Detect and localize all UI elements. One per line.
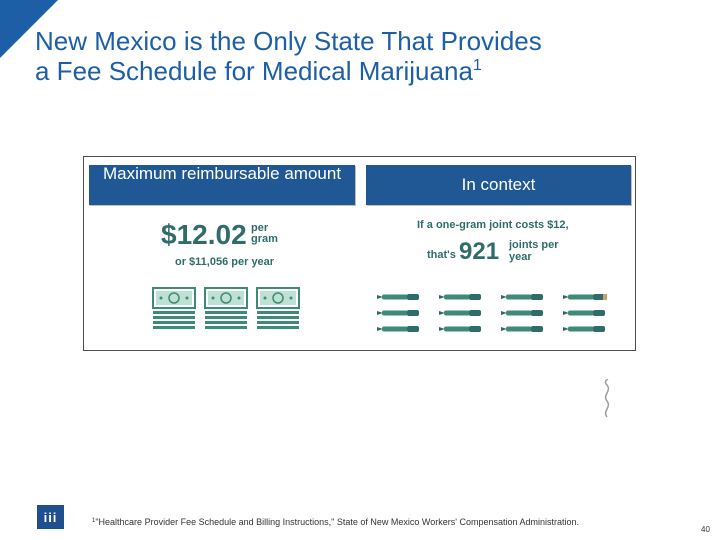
money-bill-icon bbox=[204, 287, 248, 331]
price-per-gram: $12.02 bbox=[161, 219, 247, 250]
max-reimbursable-header: Maximum reimbursable amount bbox=[89, 165, 355, 205]
joint-icon bbox=[377, 321, 421, 332]
title-line-1: New Mexico is the Only State That Provid… bbox=[35, 26, 542, 56]
company-logo: iii bbox=[37, 505, 64, 529]
joints-count: 921 bbox=[459, 238, 500, 265]
joints-unit: joints per year bbox=[509, 239, 559, 263]
joint-icon bbox=[563, 321, 607, 332]
joint-icon bbox=[563, 305, 607, 316]
joint-icon bbox=[501, 321, 545, 332]
joint-icon bbox=[501, 305, 545, 316]
context-thats: that's bbox=[427, 249, 456, 261]
corner-accent bbox=[0, 0, 58, 58]
money-bill-icon bbox=[256, 287, 300, 331]
slide-title: New Mexico is the Only State That Provid… bbox=[35, 26, 695, 86]
joint-icon bbox=[439, 305, 483, 316]
smoke-icon bbox=[604, 379, 610, 418]
title-line-2-text: a Fee Schedule for Medical Marijuana bbox=[35, 56, 473, 86]
joint-icon bbox=[439, 321, 483, 332]
in-context-header: In context bbox=[366, 165, 631, 205]
infographic: Maximum reimbursable amount In context $… bbox=[83, 156, 636, 418]
page-number: 40 bbox=[701, 525, 710, 534]
money-bill-icon bbox=[152, 287, 196, 331]
title-line-2: a Fee Schedule for Medical Marijuana1 bbox=[35, 56, 695, 86]
footnote-ref: 1 bbox=[92, 518, 96, 524]
footnote: 1"Healthcare Provider Fee Schedule and B… bbox=[92, 517, 579, 527]
price-unit: per gram bbox=[251, 222, 278, 245]
annual-amount: or $11,056 per year bbox=[175, 256, 275, 268]
joint-icon bbox=[501, 289, 545, 300]
context-line: If a one-gram joint costs $12, bbox=[417, 219, 569, 231]
title-footnote-ref: 1 bbox=[472, 57, 482, 74]
joint-icon bbox=[377, 305, 421, 316]
joint-icon bbox=[439, 289, 483, 300]
joint-icon bbox=[563, 289, 607, 300]
footnote-text: "Healthcare Provider Fee Schedule and Bi… bbox=[95, 517, 580, 527]
joint-icon bbox=[377, 289, 421, 300]
